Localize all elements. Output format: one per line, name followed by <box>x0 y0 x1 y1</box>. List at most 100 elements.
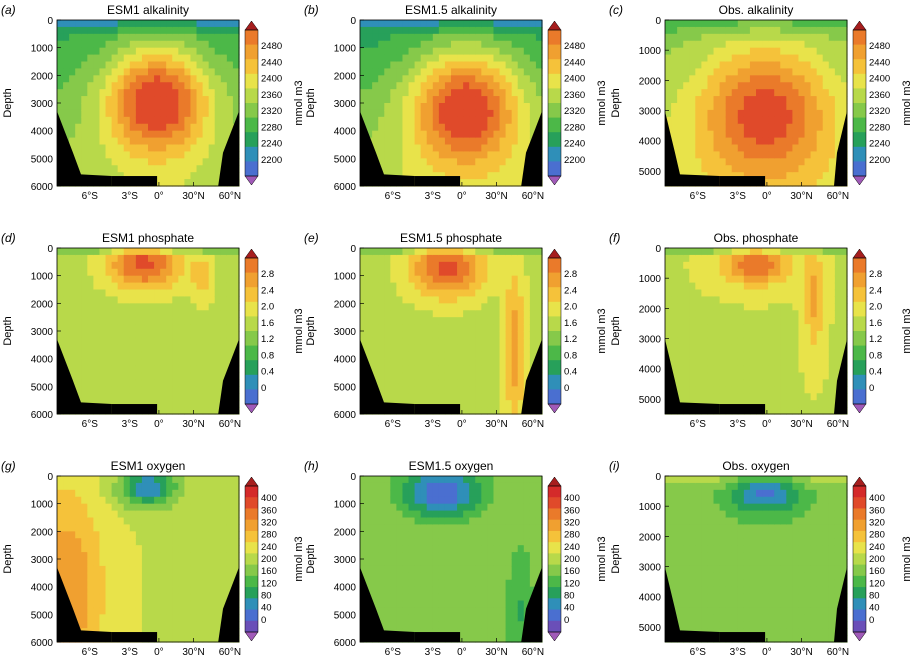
colorbar-tick-label: 1.2 <box>261 334 274 345</box>
heatmap-cell <box>505 33 513 42</box>
heatmap-cell <box>172 54 179 63</box>
heatmap-cell <box>154 248 161 256</box>
seafloor-bottom <box>719 404 766 414</box>
heatmap-cell <box>160 310 167 318</box>
heatmap-cell <box>749 40 757 49</box>
heatmap-cell <box>87 503 94 512</box>
x-tick-label: 30°N <box>485 419 507 430</box>
heatmap-cell <box>695 289 702 298</box>
heatmap-cell <box>148 296 155 304</box>
heatmap-cell <box>220 344 228 353</box>
heatmap-cell <box>69 600 76 609</box>
heatmap-cell <box>463 144 470 153</box>
heatmap-cell <box>420 324 428 332</box>
heatmap-cell <box>87 496 94 505</box>
heatmap-cell <box>828 386 836 394</box>
heatmap-cell <box>689 261 696 270</box>
heatmap-cell <box>135 531 143 539</box>
heatmap-cell <box>141 476 149 484</box>
heatmap-cell <box>135 130 143 139</box>
heatmap-cell <box>123 351 131 360</box>
heatmap-cell <box>810 282 818 291</box>
heatmap-cell <box>384 96 391 104</box>
heatmap-cell <box>487 289 495 298</box>
heatmap-cell <box>816 393 824 401</box>
heatmap-cell <box>725 248 733 256</box>
heatmap-cell <box>798 331 806 339</box>
heatmap-cell <box>432 144 440 153</box>
heatmap-cell <box>511 54 519 63</box>
heatmap-cell <box>196 261 204 270</box>
heatmap-cell <box>408 331 416 339</box>
heatmap-cell <box>129 268 137 277</box>
heatmap-cell <box>665 344 672 353</box>
heatmap-cell <box>762 407 769 415</box>
heatmap-cell <box>725 296 733 304</box>
heatmap-cell <box>226 116 234 125</box>
heatmap-cell <box>475 123 482 132</box>
heatmap-cell <box>517 344 525 353</box>
heatmap-cell <box>774 144 781 153</box>
heatmap-cell <box>695 165 702 173</box>
heatmap-cell <box>93 275 101 284</box>
heatmap-cell <box>517 386 525 394</box>
heatmap-cell <box>214 172 222 180</box>
heatmap-cell <box>792 358 800 367</box>
heatmap-cell <box>695 254 702 263</box>
heatmap-cell <box>517 151 525 159</box>
heatmap-cell <box>190 103 198 111</box>
heatmap-cell <box>184 372 192 381</box>
heatmap-cell <box>208 407 216 415</box>
heatmap-cell <box>99 158 107 166</box>
heatmap-cell <box>63 545 70 553</box>
heatmap-cell <box>469 75 476 83</box>
heatmap-cell <box>762 89 769 97</box>
heatmap-cell <box>117 172 125 180</box>
heatmap-cell <box>414 116 422 125</box>
heatmap-cell <box>214 165 222 173</box>
heatmap-cell <box>762 324 769 332</box>
y-tick-label: 2000 <box>31 299 54 310</box>
heatmap-cell <box>743 116 751 125</box>
heatmap-cell <box>749 96 757 104</box>
heatmap-cell <box>432 165 440 173</box>
heatmap-cell <box>786 393 793 401</box>
heatmap-cell <box>372 137 379 146</box>
heatmap-cell <box>208 123 216 132</box>
heatmap-cell <box>774 275 781 284</box>
heatmap-cell <box>780 331 787 339</box>
heatmap-cell <box>810 358 818 367</box>
heatmap-cell <box>493 282 501 291</box>
heatmap-cell <box>123 26 131 35</box>
heatmap-cell <box>123 289 131 298</box>
heatmap-cell <box>743 365 751 374</box>
heatmap-cell <box>689 386 696 394</box>
heatmap-cell <box>69 54 76 63</box>
heatmap-cell <box>743 337 751 346</box>
heatmap-cell <box>804 261 812 270</box>
heatmap-cell <box>408 254 416 263</box>
heatmap-cell <box>762 261 769 270</box>
heatmap-cell <box>780 282 787 291</box>
heatmap-cell <box>148 268 155 277</box>
heatmap-cell <box>117 310 125 318</box>
heatmap-cell <box>63 26 70 35</box>
heatmap-cell <box>384 116 391 125</box>
heatmap-cell <box>737 310 745 318</box>
heatmap-cell <box>828 275 836 284</box>
heatmap-cell <box>426 248 434 256</box>
heatmap-cell <box>63 109 70 118</box>
heatmap-cell <box>798 282 806 291</box>
y-tick-label: 5000 <box>639 395 662 406</box>
heatmap-cell <box>396 75 404 83</box>
heatmap-cell <box>220 137 228 146</box>
heatmap-cell <box>69 254 76 263</box>
heatmap-cell <box>99 144 107 153</box>
heatmap-cell <box>426 386 434 394</box>
heatmap-cell <box>172 144 179 153</box>
heatmap-cell <box>756 144 763 153</box>
heatmap-cell <box>220 317 228 325</box>
heatmap-cell <box>828 310 836 318</box>
heatmap-cell <box>420 303 428 311</box>
